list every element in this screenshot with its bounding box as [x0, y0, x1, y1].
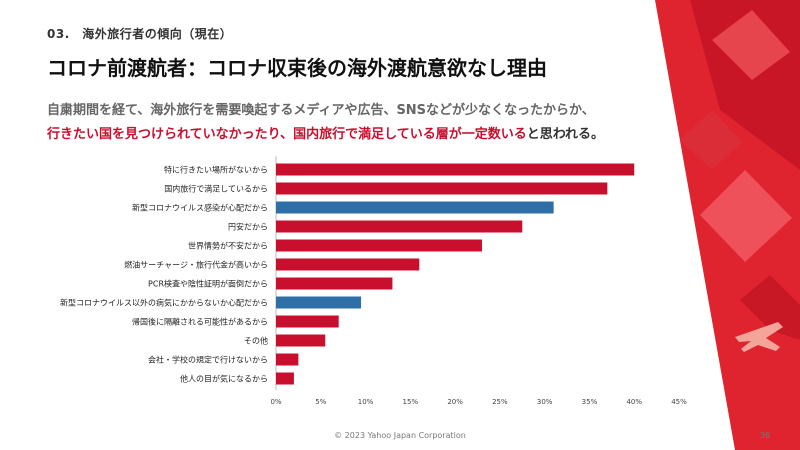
bar	[276, 296, 362, 309]
category-label: PCR検査や陰性証明が面倒だから	[148, 279, 268, 289]
x-tick-label: 15%	[403, 398, 419, 406]
bar-chart: 特に行きたい場所がないから国内旅行で満足しているから新型コロナウイルス感染が心配…	[60, 156, 687, 406]
copyright-footer: © 2023 Yahoo Japan Corporation	[334, 431, 466, 440]
category-label: 特に行きたい場所がないから	[164, 165, 268, 175]
x-tick-label: 10%	[358, 398, 374, 406]
category-label: 世界情勢が不安だから	[188, 241, 268, 251]
category-label: 他人の目が気になるから	[180, 374, 268, 384]
bar	[276, 182, 608, 195]
x-tick-label: 35%	[582, 398, 598, 406]
category-label: 帰国後に隔離される可能性があるから	[132, 317, 268, 327]
category-label: 燃油サーチャージ・旅行代金が高いから	[124, 260, 268, 270]
bar	[276, 220, 523, 233]
x-tick-label: 0%	[270, 398, 281, 406]
description-rest: と思われる。	[526, 127, 605, 142]
x-tick-label: 25%	[492, 398, 508, 406]
description-line-2: 行きたい国を見つけられていなかったり、国内旅行で満足している層が一定数いると思わ…	[47, 123, 604, 142]
page-number: 36	[760, 431, 771, 440]
description-line-1: 自粛期間を経て、海外旅行を需要喚起するメディアや広告、SNSなどが少なくなったか…	[47, 103, 595, 118]
bar	[276, 334, 326, 347]
airplane-icon	[735, 322, 783, 352]
x-tick-label: 45%	[671, 398, 687, 406]
bar	[276, 258, 420, 271]
bar	[276, 315, 339, 328]
x-tick-label: 20%	[447, 398, 463, 406]
category-label: 円安だから	[228, 222, 268, 232]
bar	[276, 163, 635, 176]
category-label: 新型コロナウイルス以外の病気にかからないか心配だから	[60, 298, 268, 308]
page-title: コロナ前渡航者：コロナ収束後の海外渡航意欲なし理由	[47, 56, 547, 80]
bar	[276, 239, 482, 252]
x-tick-label: 5%	[315, 398, 326, 406]
bar	[276, 277, 393, 290]
section-label: 03. 海外旅行者の傾向（現在）	[47, 27, 233, 41]
category-label: その他	[244, 336, 268, 346]
category-label: 新型コロナウイルス感染が心配だから	[132, 203, 268, 213]
x-tick-label: 30%	[537, 398, 553, 406]
bar	[276, 372, 294, 385]
description-highlight: 行きたい国を見つけられていなかったり、国内旅行で満足している層が一定数いる	[47, 127, 527, 142]
bar	[276, 201, 554, 214]
bar	[276, 353, 299, 366]
x-tick-label: 40%	[626, 398, 642, 406]
category-label: 国内旅行で満足しているから	[164, 184, 268, 194]
category-label: 会社・学校の規定で行けないから	[148, 355, 268, 365]
